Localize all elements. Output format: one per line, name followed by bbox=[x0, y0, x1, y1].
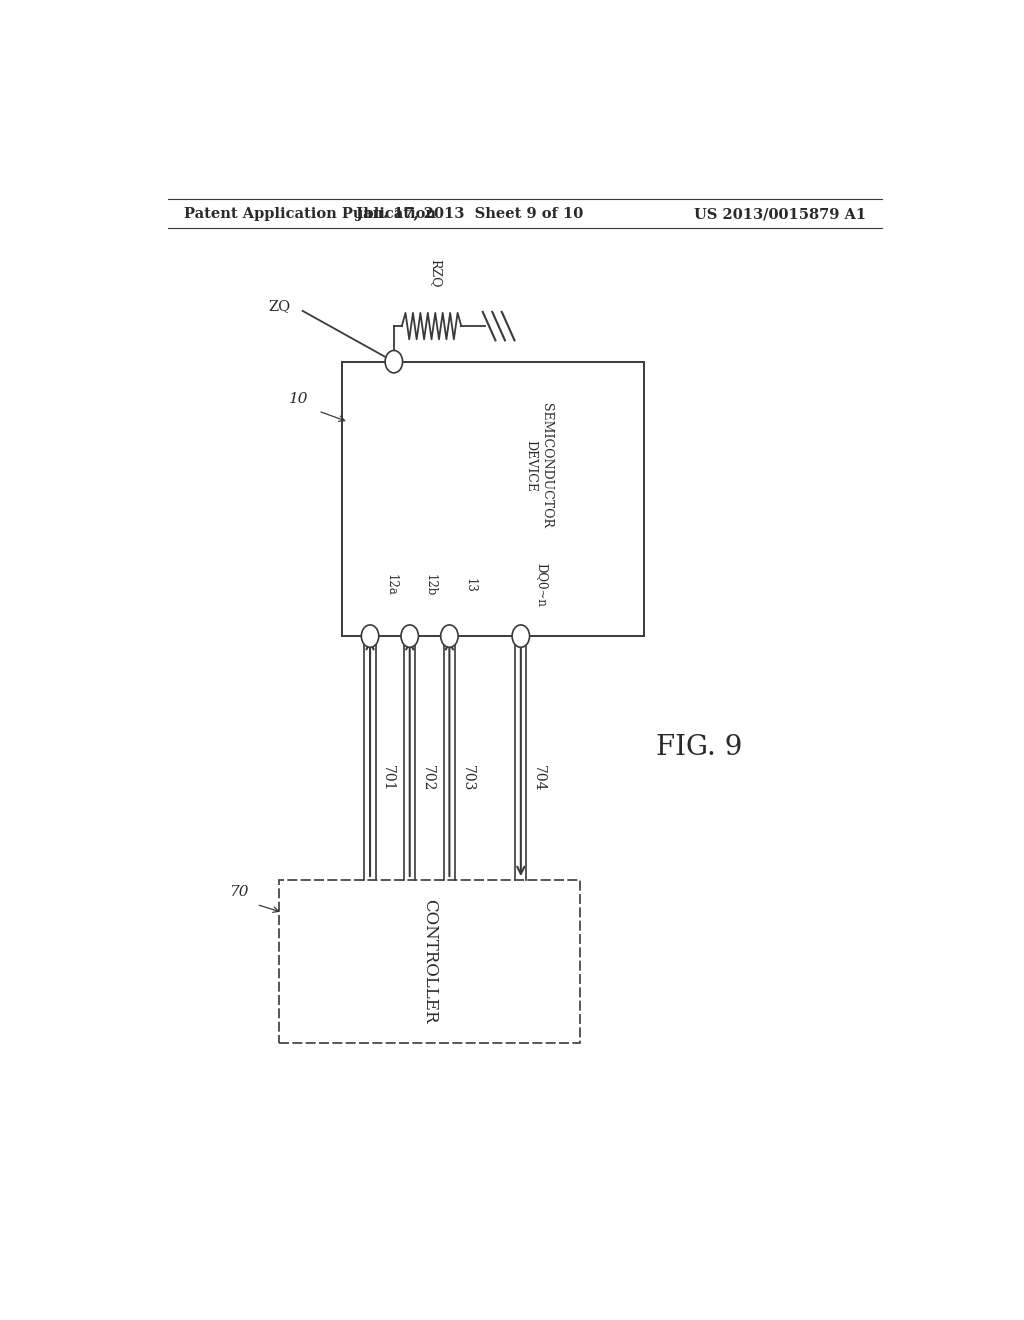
Bar bbox=[342, 362, 644, 636]
Circle shape bbox=[401, 624, 419, 647]
Text: RZQ: RZQ bbox=[429, 259, 442, 288]
Bar bbox=[279, 880, 581, 1043]
Text: DQ0~n: DQ0~n bbox=[536, 564, 548, 607]
Text: 70: 70 bbox=[229, 886, 249, 899]
Text: 702: 702 bbox=[421, 766, 435, 792]
Text: CONTROLLER: CONTROLLER bbox=[421, 899, 438, 1023]
Circle shape bbox=[512, 624, 529, 647]
Text: 701: 701 bbox=[381, 766, 395, 792]
Text: FIG. 9: FIG. 9 bbox=[656, 734, 742, 762]
Circle shape bbox=[440, 624, 458, 647]
Circle shape bbox=[361, 624, 379, 647]
Text: US 2013/0015879 A1: US 2013/0015879 A1 bbox=[694, 207, 866, 222]
Text: Patent Application Publication: Patent Application Publication bbox=[183, 207, 435, 222]
Text: 12a: 12a bbox=[384, 574, 397, 597]
Text: 10: 10 bbox=[289, 392, 308, 407]
Text: Jan. 17, 2013  Sheet 9 of 10: Jan. 17, 2013 Sheet 9 of 10 bbox=[355, 207, 583, 222]
Text: 704: 704 bbox=[531, 766, 546, 792]
Text: 12b: 12b bbox=[424, 574, 437, 597]
Text: 13: 13 bbox=[464, 578, 477, 593]
Circle shape bbox=[385, 351, 402, 372]
Text: SEMICONDUCTOR
DEVICE: SEMICONDUCTOR DEVICE bbox=[524, 404, 553, 528]
Text: 703: 703 bbox=[461, 766, 474, 792]
Text: ZQ: ZQ bbox=[268, 298, 291, 313]
